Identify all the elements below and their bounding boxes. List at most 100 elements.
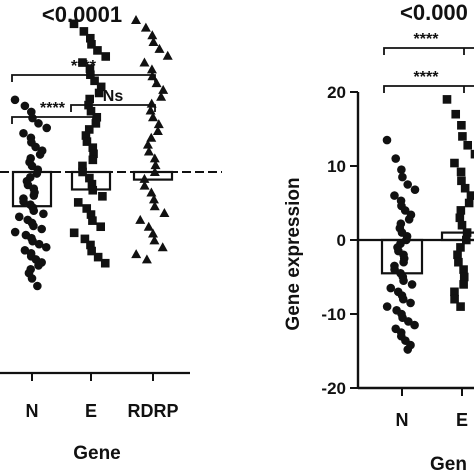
left-data-point-n xyxy=(28,236,37,246)
left-data-point-e xyxy=(93,252,103,262)
right-mean-bar-e xyxy=(440,231,474,242)
left-data-point-n xyxy=(41,242,51,252)
right-data-point-e xyxy=(459,265,468,274)
left-data-point-rdrp xyxy=(149,201,160,211)
right-data-point-e xyxy=(457,121,466,130)
left-data-point-n xyxy=(31,142,40,152)
right-data-point-n xyxy=(398,294,408,304)
right-data-point-n xyxy=(410,320,419,330)
left-data-point-rdrp xyxy=(156,91,167,101)
left-data-point-e xyxy=(78,58,87,67)
left-data-point-e xyxy=(94,88,104,98)
left-data-point-rdrp xyxy=(148,194,159,204)
left-data-point-n xyxy=(35,150,45,159)
left-data-point-e xyxy=(101,52,111,61)
left-data-point-rdrp xyxy=(146,187,157,197)
left-data-point-rdrp xyxy=(162,50,173,60)
right-data-point-n xyxy=(403,345,413,354)
left-data-point-n xyxy=(29,191,39,200)
left-data-point-n xyxy=(33,281,42,291)
left-data-point-rdrp xyxy=(143,146,154,156)
right-significance-bracket xyxy=(383,85,474,93)
left-chart-title: <0.0001 xyxy=(42,2,122,27)
left-data-point-e xyxy=(87,246,96,256)
left-data-point-e xyxy=(91,119,101,128)
right-data-point-e xyxy=(453,250,462,260)
left-data-point-n xyxy=(29,221,38,231)
left-data-point-e xyxy=(81,131,91,140)
left-data-point-rdrp xyxy=(149,153,160,163)
left-data-point-e xyxy=(96,82,106,92)
right-data-point-n xyxy=(407,280,417,289)
left-data-point-e xyxy=(86,240,95,250)
right-chart-title: <0.000 xyxy=(400,0,468,25)
left-data-point-e xyxy=(98,192,107,201)
left-data-point-e xyxy=(86,210,96,219)
left-data-point-rdrp xyxy=(146,132,157,142)
left-data-point-rdrp xyxy=(148,112,158,122)
left-data-point-e xyxy=(88,185,98,195)
left-data-point-n xyxy=(42,123,52,133)
left-data-point-e xyxy=(92,112,102,122)
left-data-point-n xyxy=(19,197,28,206)
left-data-point-e xyxy=(86,106,96,116)
left-data-point-rdrp xyxy=(131,15,141,24)
right-x-axis-label: Gen xyxy=(430,454,467,474)
left-data-point-n xyxy=(14,212,24,222)
right-y-tick-label: 20 xyxy=(327,83,346,102)
left-data-point-e xyxy=(85,173,94,183)
left-data-point-rdrp xyxy=(148,228,158,238)
right-data-point-e xyxy=(454,257,463,267)
right-significance-bracket xyxy=(383,47,474,55)
right-y-axis-label: Gene expression xyxy=(283,177,304,330)
right-data-point-n xyxy=(400,206,410,215)
left-data-point-rdrp xyxy=(147,30,158,40)
left-chart-panel: <0.0001 Gene N E RDRP **** **** Ns xyxy=(0,2,222,464)
right-data-point-e xyxy=(463,140,473,150)
left-x-tick-label-n: N xyxy=(26,401,39,421)
left-data-point-e xyxy=(88,155,98,165)
left-data-point-rdrp xyxy=(149,235,160,245)
left-data-point-rdrp xyxy=(143,221,154,231)
left-data-point-e xyxy=(88,216,97,225)
right-chart-panel: <0.000 Gene expression Gen 20 10 0 -10 -20 N E… xyxy=(283,0,474,474)
right-data-point-e xyxy=(450,294,459,304)
right-data-point-n xyxy=(399,257,408,267)
left-data-point-rdrp xyxy=(139,180,150,190)
left-data-point-n xyxy=(34,261,43,270)
right-data-point-n xyxy=(391,154,401,163)
left-data-point-e xyxy=(79,27,89,36)
right-x-tick-label-n: N xyxy=(396,410,409,430)
left-data-point-rdrp xyxy=(158,84,169,94)
left-data-point-e xyxy=(86,33,95,43)
right-significance-label: **** xyxy=(414,69,440,86)
right-data-point-e xyxy=(456,243,465,252)
left-data-point-e xyxy=(93,46,102,55)
left-data-point-e xyxy=(85,94,94,104)
right-data-point-e xyxy=(470,149,474,159)
left-data-point-e xyxy=(73,198,83,207)
right-data-point-e xyxy=(456,167,466,177)
right-data-point-n xyxy=(382,302,392,311)
right-data-point-e xyxy=(462,228,472,237)
left-data-point-e xyxy=(87,40,96,49)
left-data-point-e xyxy=(78,161,87,171)
left-data-point-rdrp xyxy=(159,208,170,218)
left-data-point-rdrp xyxy=(140,22,151,32)
left-data-point-n xyxy=(27,274,37,283)
left-data-point-n xyxy=(32,169,42,178)
left-data-point-n xyxy=(10,227,20,237)
right-y-tick-label: 0 xyxy=(337,231,346,250)
left-data-point-n xyxy=(28,113,37,123)
right-data-point-n xyxy=(404,214,414,224)
left-data-point-rdrp xyxy=(151,78,162,88)
left-significance-label: **** xyxy=(40,100,66,117)
left-data-point-rdrp xyxy=(139,57,150,67)
left-data-point-e xyxy=(88,143,98,152)
left-data-point-e xyxy=(100,258,110,268)
left-significance-label: **** xyxy=(71,58,97,75)
right-data-point-n xyxy=(406,298,415,308)
left-data-point-n xyxy=(39,209,48,219)
left-data-point-n xyxy=(34,119,43,128)
